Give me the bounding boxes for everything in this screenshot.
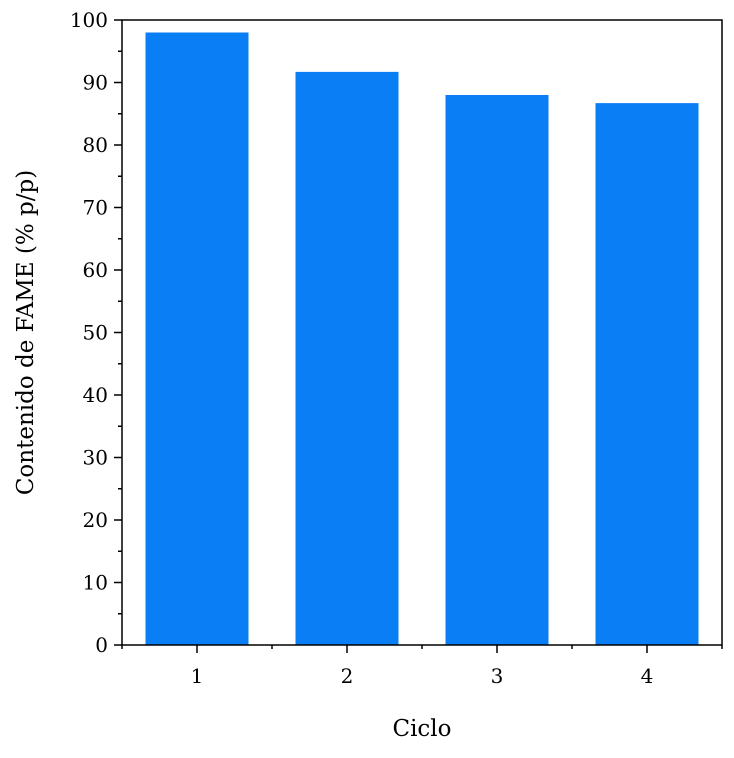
y-tick-label: 60	[83, 258, 108, 282]
y-tick-label: 100	[70, 8, 108, 32]
y-tick-label: 0	[95, 633, 108, 657]
y-tick-label: 20	[83, 508, 108, 532]
bar-ciclo-1	[145, 32, 249, 645]
y-tick-label: 50	[83, 321, 108, 345]
y-tick-label: 40	[83, 383, 108, 407]
y-tick-label: 80	[83, 133, 108, 157]
y-axis-ticks: 0 10 20 30 40 50 60 70 80 90 100	[70, 8, 122, 657]
bar-ciclo-4	[595, 103, 699, 645]
x-tick-label: 4	[641, 664, 654, 688]
x-axis-ticks: 1 2 3 4	[121, 645, 723, 688]
y-tick-label: 30	[83, 446, 108, 470]
bar-ciclo-3	[445, 95, 549, 645]
x-tick-label: 1	[191, 664, 204, 688]
y-tick-label: 70	[83, 196, 108, 220]
y-tick-label: 10	[83, 571, 108, 595]
y-axis-title: Contenido de FAME (% p/p)	[13, 170, 39, 495]
bars	[145, 32, 699, 645]
bar-ciclo-2	[295, 71, 399, 645]
plot-frame	[121, 19, 723, 646]
x-tick-label: 3	[491, 664, 504, 688]
x-axis-title: Ciclo	[392, 716, 451, 742]
x-tick-label: 2	[341, 664, 354, 688]
y-tick-label: 90	[83, 71, 108, 95]
